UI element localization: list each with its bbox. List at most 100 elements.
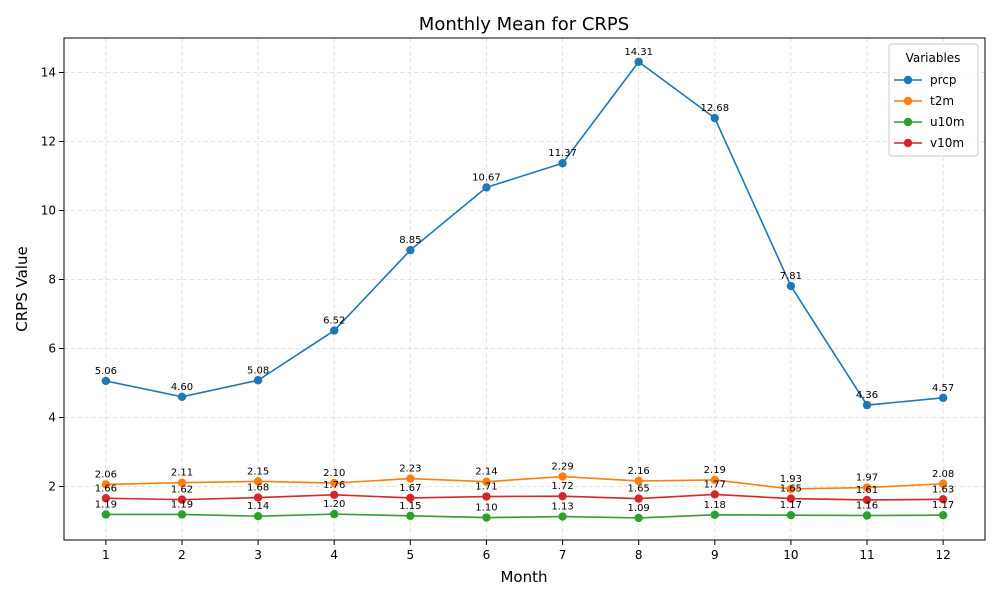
data-label-u10m: 1.14 bbox=[247, 501, 269, 512]
y-tick-label: 14 bbox=[41, 66, 56, 80]
data-point-prcp bbox=[253, 376, 263, 385]
grid bbox=[64, 38, 985, 540]
data-point-u10m bbox=[253, 511, 263, 521]
data-label-u10m: 1.18 bbox=[704, 500, 726, 511]
x-tick-label: 6 bbox=[483, 548, 491, 562]
data-point-prcp bbox=[710, 113, 719, 123]
series-line-u10m bbox=[105, 513, 944, 519]
x-tick-label: 9 bbox=[711, 548, 719, 562]
data-label-t2m: 2.23 bbox=[399, 464, 421, 475]
data-label-u10m: 1.09 bbox=[628, 503, 650, 514]
chart-title: Monthly Mean for CRPS bbox=[419, 14, 629, 35]
data-point-u10m bbox=[710, 510, 719, 520]
data-point-v10m bbox=[101, 494, 111, 503]
data-point-prcp bbox=[862, 400, 872, 410]
plot-frame bbox=[63, 37, 986, 541]
series-prcp bbox=[101, 57, 948, 410]
data-point-prcp bbox=[558, 159, 567, 168]
data-label-prcp: 4.60 bbox=[171, 382, 193, 393]
data-point-v10m bbox=[786, 494, 796, 503]
data-label-v10m: 1.77 bbox=[704, 479, 726, 490]
series-group bbox=[101, 57, 948, 523]
data-point-t2m bbox=[330, 478, 339, 488]
legend-title: Variables bbox=[906, 51, 961, 65]
data-point-t2m bbox=[862, 483, 872, 492]
y-tick-label: 8 bbox=[48, 273, 56, 287]
data-label-u10m: 1.10 bbox=[475, 503, 497, 514]
legend-marker bbox=[903, 75, 913, 85]
legend-label: v10m bbox=[930, 136, 964, 150]
x-tick-label: 1 bbox=[102, 548, 110, 562]
data-label-t2m: 2.06 bbox=[95, 469, 117, 480]
legend-item-v10m: v10m bbox=[894, 136, 964, 150]
x-tick-label: 10 bbox=[783, 548, 798, 562]
data-point-u10m bbox=[558, 512, 567, 521]
data-label-t2m: 1.97 bbox=[856, 473, 878, 484]
x-tick-label: 11 bbox=[859, 548, 874, 562]
x-tick-label: 2 bbox=[178, 548, 186, 562]
data-label-u10m: 1.19 bbox=[95, 499, 117, 510]
data-label-v10m: 1.65 bbox=[780, 484, 802, 495]
data-point-prcp bbox=[101, 376, 111, 386]
data-point-u10m bbox=[330, 509, 339, 519]
legend-label: u10m bbox=[930, 115, 965, 129]
data-point-u10m bbox=[862, 511, 872, 520]
data-label-prcp: 11.37 bbox=[548, 148, 577, 159]
data-label-prcp: 4.36 bbox=[856, 390, 878, 401]
data-point-u10m bbox=[406, 511, 415, 521]
data-label-t2m: 2.08 bbox=[932, 469, 954, 480]
data-point-v10m bbox=[253, 493, 263, 502]
x-tick-label: 8 bbox=[635, 548, 643, 562]
data-point-t2m bbox=[101, 480, 111, 489]
data-label-t2m: 2.11 bbox=[171, 468, 193, 479]
data-label-v10m: 1.76 bbox=[323, 480, 345, 491]
data-label-t2m: 1.93 bbox=[780, 474, 802, 485]
data-label-v10m: 1.66 bbox=[95, 483, 117, 494]
legend-item-prcp: prcp bbox=[894, 73, 957, 87]
data-label-prcp: 6.52 bbox=[323, 316, 345, 327]
data-label-v10m: 1.65 bbox=[628, 484, 650, 495]
data-label-prcp: 5.08 bbox=[247, 365, 269, 376]
legend-marker bbox=[903, 138, 913, 148]
data-label-prcp: 4.57 bbox=[932, 383, 954, 394]
x-tick-label: 7 bbox=[559, 548, 567, 562]
legend-box bbox=[888, 43, 979, 157]
data-label-t2m: 2.29 bbox=[551, 462, 573, 473]
data-point-t2m bbox=[253, 477, 263, 486]
x-tick-label: 4 bbox=[330, 548, 338, 562]
data-label-t2m: 2.16 bbox=[628, 466, 650, 477]
data-point-prcp bbox=[406, 245, 415, 255]
data-label-prcp: 7.81 bbox=[780, 271, 802, 282]
data-label-v10m: 1.72 bbox=[551, 481, 573, 492]
data-point-prcp bbox=[938, 393, 948, 403]
data-point-prcp bbox=[786, 281, 796, 291]
data-point-t2m bbox=[406, 474, 415, 483]
series-v10m bbox=[101, 490, 948, 505]
y-tick-label: 6 bbox=[48, 342, 56, 356]
data-point-v10m bbox=[710, 490, 719, 499]
legend-item-t2m: t2m bbox=[894, 94, 954, 108]
data-labels: 5.06 4.60 5.08 6.52 8.85 10.67 11.37 14.31 12.68… bbox=[95, 47, 955, 514]
data-label-u10m: 1.15 bbox=[399, 501, 421, 512]
data-label-t2m: 2.10 bbox=[323, 468, 345, 479]
data-point-t2m bbox=[786, 484, 796, 494]
y-tick-label: 2 bbox=[48, 480, 56, 494]
data-point-u10m bbox=[938, 510, 948, 520]
data-point-t2m bbox=[710, 475, 719, 485]
x-tick-label: 12 bbox=[935, 548, 950, 562]
data-label-u10m: 1.20 bbox=[323, 499, 345, 510]
data-label-prcp: 10.67 bbox=[472, 172, 501, 183]
data-label-v10m: 1.61 bbox=[856, 485, 878, 496]
data-point-t2m bbox=[482, 477, 491, 486]
data-point-v10m bbox=[862, 495, 872, 505]
legend-marker bbox=[903, 117, 913, 127]
data-point-u10m bbox=[634, 513, 643, 523]
legend: Variables prcp t2m u10m v10m bbox=[888, 43, 979, 157]
data-label-u10m: 1.16 bbox=[856, 501, 878, 512]
data-point-t2m bbox=[177, 478, 187, 487]
series-u10m bbox=[101, 509, 948, 523]
data-point-t2m bbox=[938, 479, 948, 488]
x-tick-label: 5 bbox=[407, 548, 415, 562]
legend-label: prcp bbox=[930, 73, 957, 87]
data-point-prcp bbox=[330, 326, 339, 335]
